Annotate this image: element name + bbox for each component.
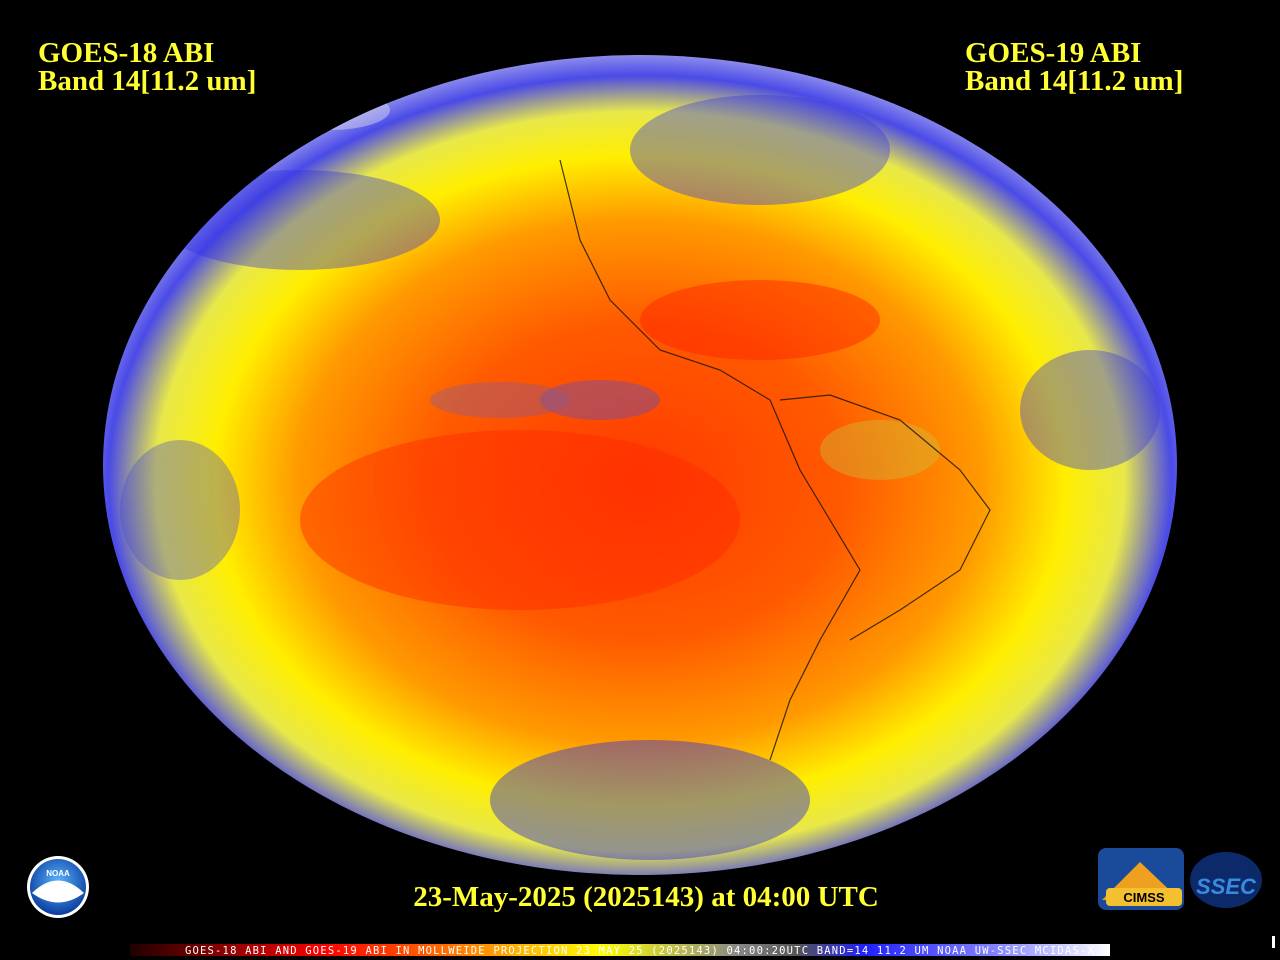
ssec-text: SSEC bbox=[1196, 874, 1257, 899]
cimss-text: CIMSS bbox=[1123, 890, 1165, 905]
cloud-patterns bbox=[120, 90, 1160, 860]
left-band-label: Band 14[11.2 um] bbox=[38, 65, 256, 97]
cimss-logo: CIMSS bbox=[1098, 848, 1184, 910]
color-bar bbox=[130, 944, 1110, 956]
right-band-label: Band 14[11.2 um] bbox=[965, 65, 1183, 97]
coastline bbox=[559, 159, 861, 761]
noaa-text: NOAA bbox=[46, 869, 70, 878]
globe bbox=[103, 55, 1177, 875]
footer-caption: GOES-18 ABI AND GOES-19 ABI IN MOLLWEIDE… bbox=[185, 945, 1095, 957]
corner-marker bbox=[1272, 936, 1275, 948]
timestamp: 23-May-2025 (2025143) at 04:00 UTC bbox=[413, 881, 879, 913]
right-satellite-label: GOES-19 ABI bbox=[965, 37, 1141, 69]
coastline bbox=[779, 394, 991, 641]
noaa-logo: NOAA bbox=[27, 856, 89, 918]
ssec-logo: SSEC bbox=[1190, 852, 1262, 908]
left-satellite-label: GOES-18 ABI bbox=[38, 37, 214, 69]
globe-disc bbox=[103, 55, 1177, 875]
